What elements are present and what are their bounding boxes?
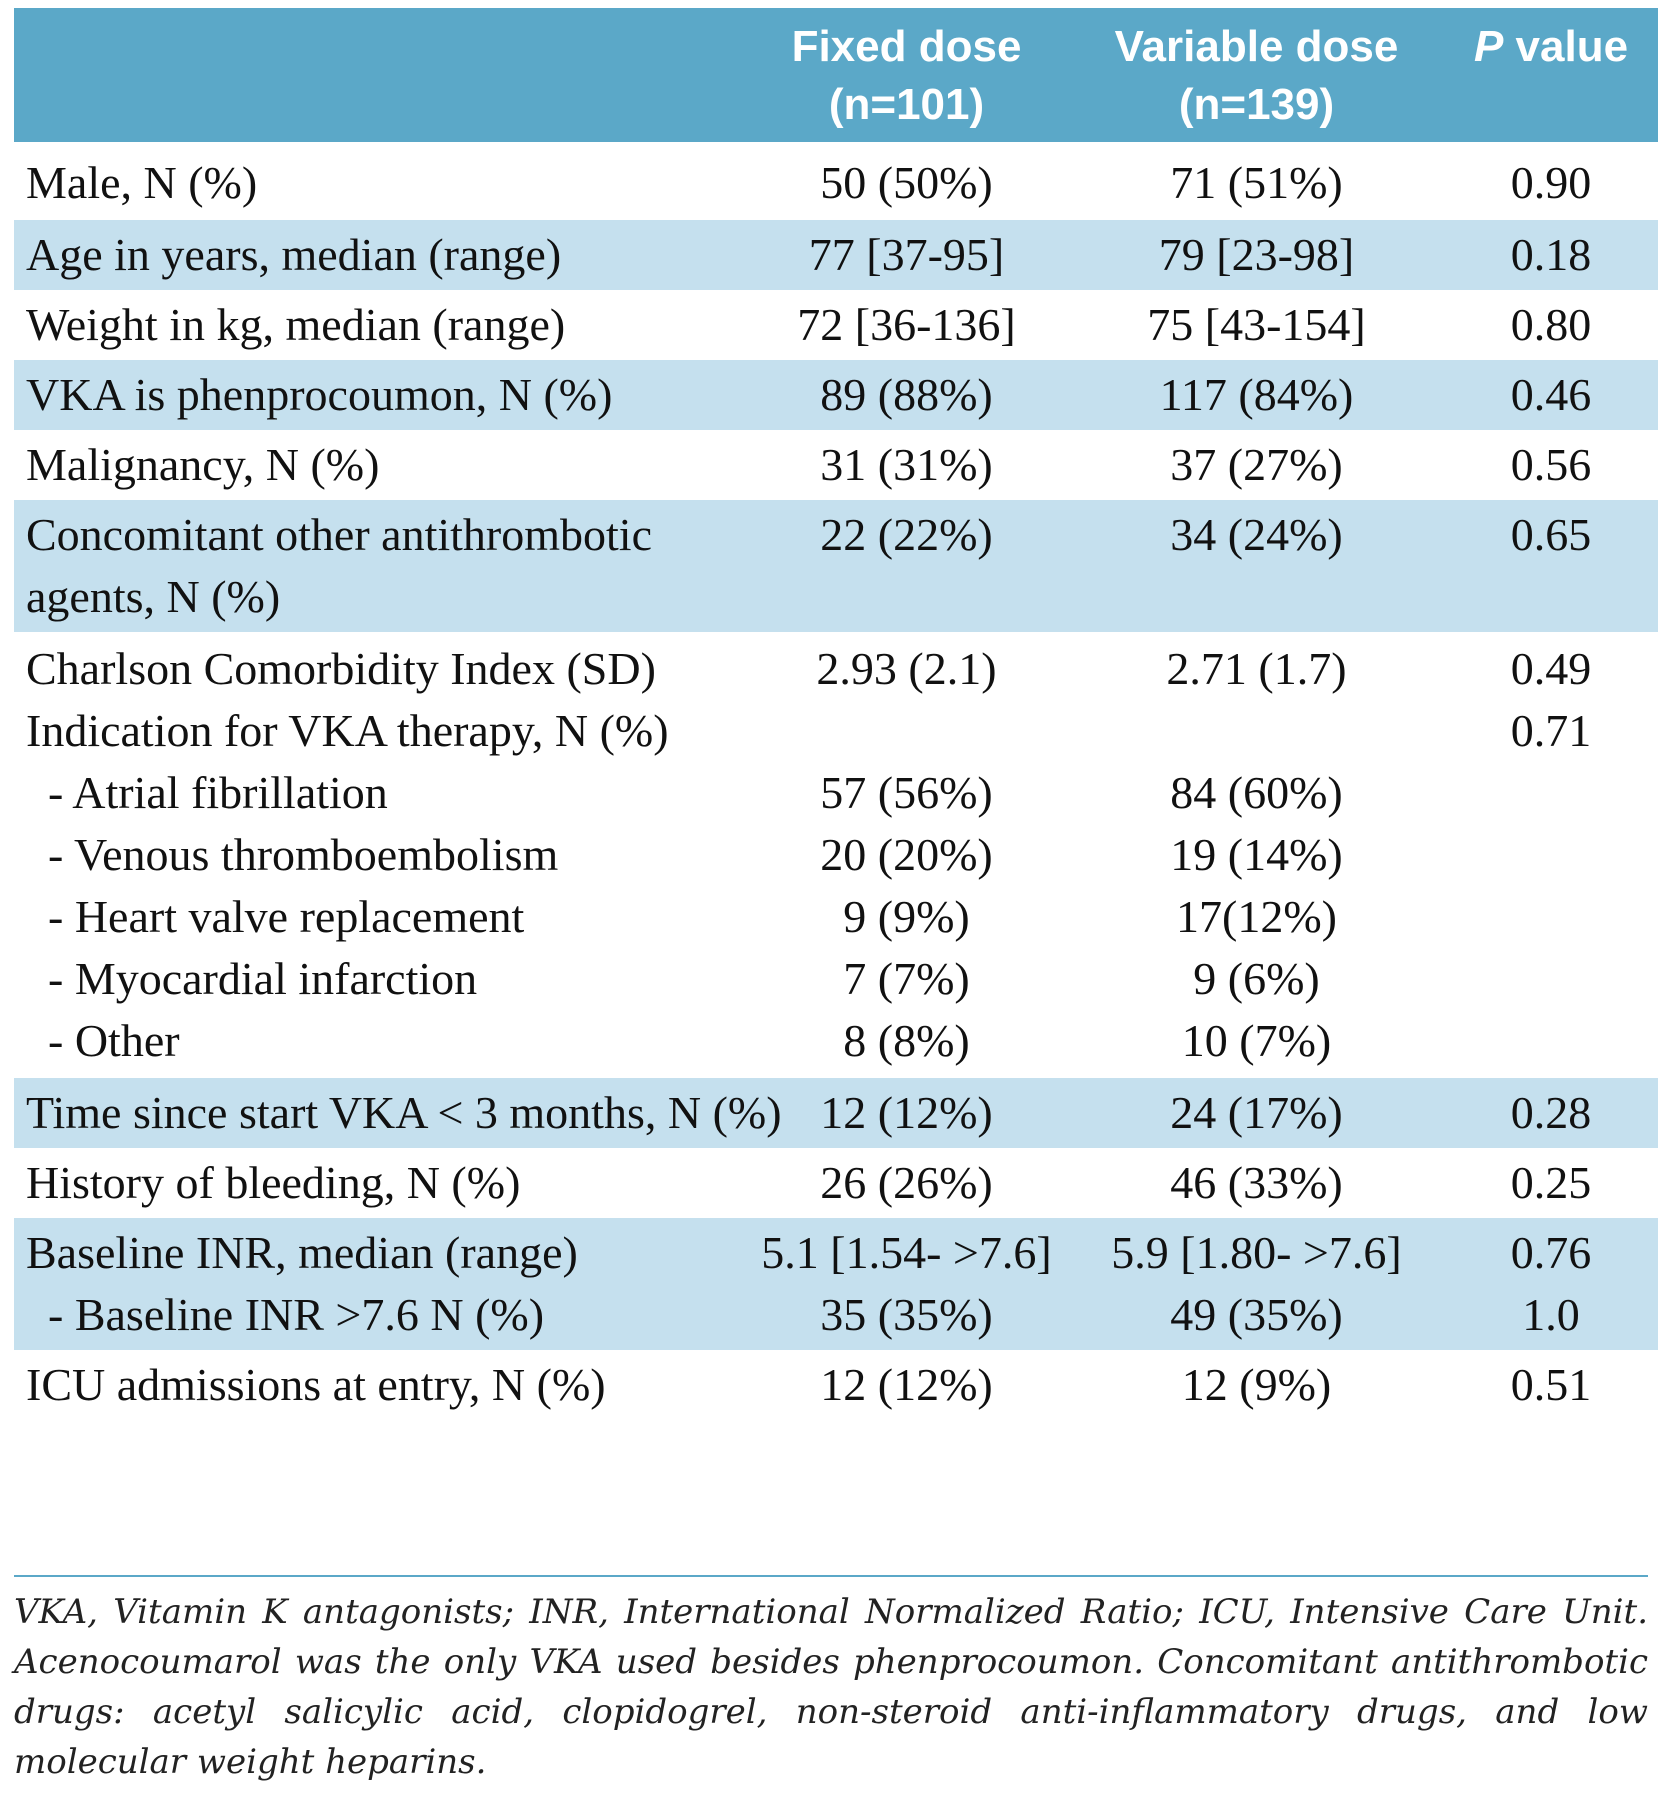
variable-dose-value: 79 [23-98] xyxy=(1158,229,1355,280)
row-label: Male, N (%) xyxy=(26,157,258,208)
row-label: Weight in kg, median (range) xyxy=(26,299,566,350)
row-label: Baseline INR, median (range) xyxy=(26,1227,578,1278)
fixed-dose-value: 35 (35%) xyxy=(820,1289,993,1340)
table-row-time-since-start: Time since start VKA < 3 months, N (%) 1… xyxy=(14,1078,1658,1148)
variable-dose-value: 9 (6%) xyxy=(1193,953,1320,1004)
row-label: History of bleeding, N (%) xyxy=(26,1157,521,1208)
row-label: Indication for VKA therapy, N (%) xyxy=(26,705,669,756)
header-empty xyxy=(14,8,744,142)
p-value: 1.0 xyxy=(1522,1289,1580,1340)
fixed-dose-value: 9 (9%) xyxy=(843,891,970,942)
p-value: 0.90 xyxy=(1510,157,1592,208)
row-label: - Atrial fibrillation xyxy=(48,767,388,818)
fixed-dose-value: 89 (88%) xyxy=(820,369,993,420)
variable-dose-value: 5.9 [1.80- >7.6] xyxy=(1111,1227,1402,1278)
row-label: - Heart valve replacement xyxy=(48,891,525,942)
table-row-atrial-fibrillation: - Atrial fibrillation 57 (56%) 84 (60%) xyxy=(14,762,1658,824)
p-value: 0.71 xyxy=(1510,705,1592,756)
fixed-dose-value: 77 [37-95] xyxy=(808,229,1005,280)
variable-dose-value: 75 [43-154] xyxy=(1147,299,1366,350)
p-value: 0.80 xyxy=(1510,299,1592,350)
table-row-myocardial-infarction: - Myocardial infarction 7 (7%) 9 (6%) xyxy=(14,948,1658,1010)
fixed-dose-value: 7 (7%) xyxy=(843,953,970,1004)
fixed-dose-value: 50 (50%) xyxy=(820,157,993,208)
table-row-concomitant: Concomitant other antithrombotic agents, … xyxy=(14,500,1658,632)
variable-dose-value: 37 (27%) xyxy=(1170,439,1343,490)
row-label: Age in years, median (range) xyxy=(26,229,562,280)
variable-dose-value: 19 (14%) xyxy=(1170,829,1343,880)
table-row-age: Age in years, median (range) 77 [37-95] … xyxy=(14,220,1658,290)
table-row-charlson: Charlson Comorbidity Index (SD) 2.93 (2.… xyxy=(14,638,1658,700)
variable-dose-value: 84 (60%) xyxy=(1170,767,1343,818)
table-row-heart-valve: - Heart valve replacement 9 (9%) 17(12%) xyxy=(14,886,1658,948)
row-label: - Myocardial infarction xyxy=(48,953,478,1004)
p-value: 0.49 xyxy=(1510,643,1592,694)
row-label: - Venous thromboembolism xyxy=(48,829,559,880)
variable-dose-value: 71 (51%) xyxy=(1170,157,1343,208)
header-p-value: P value xyxy=(1473,22,1629,71)
variable-dose-value: 49 (35%) xyxy=(1170,1289,1343,1340)
row-label: ICU admissions at entry, N (%) xyxy=(26,1359,606,1410)
p-value: 0.18 xyxy=(1510,229,1592,280)
variable-dose-value: 10 (7%) xyxy=(1181,1015,1332,1066)
row-label: - Other xyxy=(48,1015,180,1066)
table-row-malignancy: Malignancy, N (%) 31 (31%) 37 (27%) 0.56 xyxy=(14,430,1658,500)
variable-dose-value: 17(12%) xyxy=(1176,891,1337,942)
fixed-dose-value: 26 (26%) xyxy=(820,1157,993,1208)
header-variable-dose: Variable dose (n=139) xyxy=(1114,22,1399,129)
fixed-dose-value: 22 (22%) xyxy=(820,509,993,560)
p-value: 0.56 xyxy=(1510,439,1592,490)
table-row-inr-high: - Baseline INR >7.6 N (%) 35 (35%) 49 (3… xyxy=(14,1284,1658,1350)
fixed-dose-value: 12 (12%) xyxy=(820,1087,993,1138)
variable-dose-value: 24 (17%) xyxy=(1170,1087,1343,1138)
fixed-dose-value: 2.93 (2.1) xyxy=(816,643,997,694)
row-label: Concomitant other antithrombotic agents, … xyxy=(26,509,652,622)
table-header-row: Fixed dose (n=101) Variable dose (n=139) P… xyxy=(14,8,1658,142)
baseline-characteristics-table: Fixed dose (n=101) Variable dose (n=139) P… xyxy=(14,8,1658,1420)
variable-dose-value: 46 (33%) xyxy=(1170,1157,1343,1208)
variable-dose-value: 12 (9%) xyxy=(1181,1359,1332,1410)
fixed-dose-value: 72 [36-136] xyxy=(797,299,1016,350)
table-row-venous-thromboembolism: - Venous thromboembolism 20 (20%) 19 (14… xyxy=(14,824,1658,886)
variable-dose-value: 117 (84%) xyxy=(1159,369,1354,420)
table-row-male: Male, N (%) 50 (50%) 71 (51%) 0.90 xyxy=(14,142,1658,220)
p-value: 0.51 xyxy=(1510,1359,1592,1410)
variable-dose-value: 2.71 (1.7) xyxy=(1166,643,1347,694)
table-row-weight: Weight in kg, median (range) 72 [36-136]… xyxy=(14,290,1658,360)
table-row-indication: Indication for VKA therapy, N (%) 0.71 xyxy=(14,700,1658,762)
row-label: VKA is phenprocoumon, N (%) xyxy=(26,369,613,420)
table-row-icu: ICU admissions at entry, N (%) 12 (12%) … xyxy=(14,1350,1658,1420)
row-label: - Baseline INR >7.6 N (%) xyxy=(48,1289,545,1340)
fixed-dose-value: 5.1 [1.54- >7.6] xyxy=(761,1227,1052,1278)
table-row-baseline-inr: Baseline INR, median (range) 5.1 [1.54- … xyxy=(14,1218,1658,1284)
row-label: Malignancy, N (%) xyxy=(26,439,380,490)
p-value: 0.25 xyxy=(1510,1157,1592,1208)
header-fixed-dose: Fixed dose (n=101) xyxy=(791,22,1022,129)
fixed-dose-value: 57 (56%) xyxy=(820,767,993,818)
p-value: 0.65 xyxy=(1510,509,1592,560)
fixed-dose-value: 8 (8%) xyxy=(843,1015,970,1066)
table-row-vka: VKA is phenprocoumon, N (%) 89 (88%) 117… xyxy=(14,360,1658,430)
fixed-dose-value: 12 (12%) xyxy=(820,1359,993,1410)
row-label: Time since start VKA < 3 months, N (%) xyxy=(26,1087,782,1138)
table-row-bleeding: History of bleeding, N (%) 26 (26%) 46 (… xyxy=(14,1148,1658,1218)
p-value: 0.46 xyxy=(1510,369,1592,420)
table-row-other: - Other 8 (8%) 10 (7%) xyxy=(14,1010,1658,1072)
p-value: 0.28 xyxy=(1510,1087,1592,1138)
row-label: Charlson Comorbidity Index (SD) xyxy=(26,643,656,694)
fixed-dose-value: 31 (31%) xyxy=(820,439,993,490)
p-value: 0.76 xyxy=(1510,1227,1592,1278)
table-footnote: VKA, Vitamin K antagonists; INR, Interna… xyxy=(14,1575,1648,1787)
fixed-dose-value: 20 (20%) xyxy=(820,829,993,880)
variable-dose-value: 34 (24%) xyxy=(1170,509,1343,560)
